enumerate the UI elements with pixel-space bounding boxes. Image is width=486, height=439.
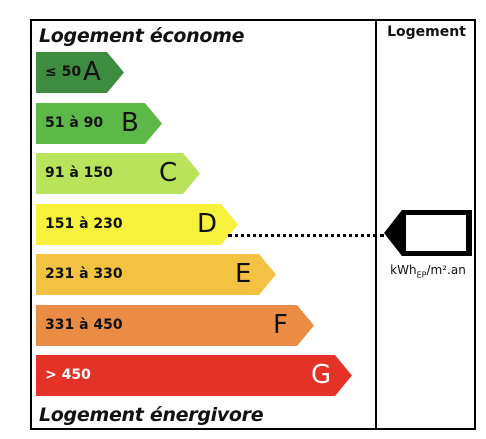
unit-subscript: EP [416,270,427,280]
inefficient-label: Logement énergivore [39,404,264,426]
energy-class-g: > 450 G [36,355,352,396]
energy-class-letter: F [273,310,288,340]
energy-class-range: ≤ 50 [45,64,82,80]
energy-class-b: 51 à 90 B [36,103,162,144]
housing-column-header: Logement [387,24,466,40]
energy-class-arrow [36,204,238,245]
efficient-label: Logement économe [39,25,245,47]
energy-class-arrow [36,254,276,295]
energy-class-arrow [36,103,162,144]
energy-class-a: ≤ 50 A [36,52,124,93]
energy-class-range: 151 à 230 [45,216,123,232]
label-frame [30,19,476,430]
current-class-marker [384,210,474,261]
energy-class-c: 91 à 150 C [36,153,200,194]
energy-class-letter: G [311,360,332,390]
energy-class-letter: D [197,209,218,239]
energy-class-range: > 450 [45,367,91,383]
energy-class-range: 91 à 150 [45,165,113,181]
energy-class-d: 151 à 230 D [36,204,238,245]
leader-dotted-line [228,234,384,237]
column-divider [375,19,377,430]
energy-class-e: 231 à 330 E [36,254,276,295]
energy-class-range: 231 à 330 [45,266,123,282]
energy-class-letter: A [83,57,101,87]
energy-class-arrow [36,52,124,93]
energy-class-letter: E [235,259,252,289]
energy-class-letter: C [159,158,178,188]
energy-class-letter: B [121,108,139,138]
energy-class-arrow [36,153,200,194]
energy-class-f: 331 à 450 F [36,305,314,346]
energy-class-range: 51 à 90 [45,115,104,131]
energy-class-range: 331 à 450 [45,317,123,333]
energy-class-arrow [36,305,314,346]
energy-class-arrow [36,355,352,396]
unit-label: kWhEP/m².an [380,263,476,279]
unit-suffix: /m².an [426,263,466,277]
unit-base: kWh [390,263,417,277]
